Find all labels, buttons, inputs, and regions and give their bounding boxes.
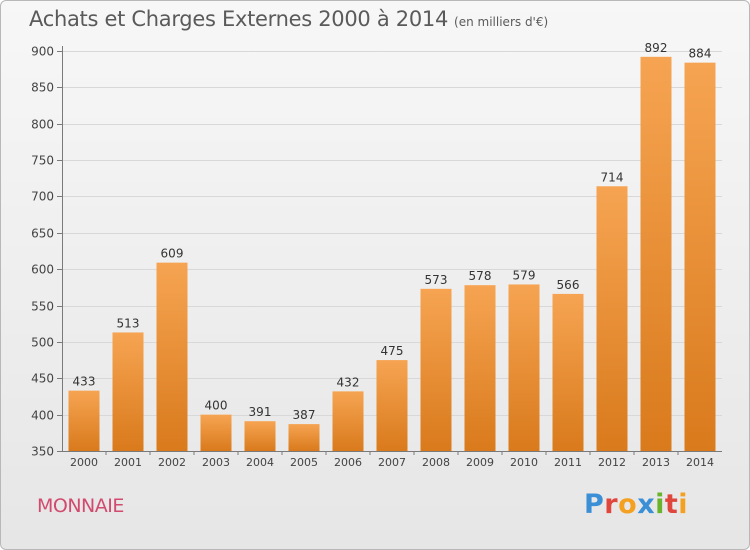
- bar-value-label: 475: [381, 344, 404, 358]
- bar: [552, 293, 584, 451]
- bar-value-label: 609: [161, 247, 184, 261]
- x-tick-label: 2003: [202, 456, 230, 469]
- x-tick-label: 2007: [378, 456, 406, 469]
- bar: [112, 332, 144, 451]
- x-tick-label: 2008: [422, 456, 450, 469]
- proxiti-logo: Proxiti: [584, 489, 688, 520]
- bar: [200, 414, 232, 451]
- y-tick-label: 400: [31, 409, 54, 423]
- logo-letter: i: [655, 489, 665, 520]
- x-tick-label: 2006: [334, 456, 362, 469]
- bar: [156, 262, 188, 451]
- logo-letter: P: [584, 489, 605, 520]
- y-tick-label: 900: [31, 45, 54, 59]
- x-tick-label: 2010: [510, 456, 538, 469]
- logo-letter: o: [618, 489, 638, 520]
- x-tick-label: 2013: [642, 456, 670, 469]
- y-tick-label: 750: [31, 154, 54, 168]
- x-tick-label: 2000: [70, 456, 98, 469]
- bar-value-label: 578: [469, 269, 492, 283]
- bar: [596, 186, 628, 452]
- bar: [244, 421, 276, 451]
- bar: [420, 288, 452, 451]
- bar-value-label: 884: [689, 47, 712, 61]
- bar-data-labels: 433 513 609 400 391 387 432 475 573 578 579 566 714 8…: [73, 41, 712, 422]
- x-tick-label: 2014: [686, 456, 714, 469]
- bar: [68, 390, 100, 451]
- chart-title: Achats et Charges Externes 2000 à 2014 (e…: [29, 7, 548, 31]
- x-tick-label: 2001: [114, 456, 142, 469]
- x-tick-label: 2009: [466, 456, 494, 469]
- bars: [68, 56, 716, 452]
- bar-value-label: 566: [557, 278, 580, 292]
- chart-title-text: Achats et Charges Externes 2000 à 2014: [29, 7, 449, 31]
- bar-value-label: 579: [513, 268, 536, 282]
- commune-name: MONNAIE: [37, 495, 124, 517]
- y-tick-label: 650: [31, 227, 54, 241]
- bar: [464, 285, 496, 451]
- bar: [684, 62, 716, 452]
- logo-letter: x: [637, 489, 656, 520]
- y-tick-label: 350: [31, 445, 54, 459]
- bar: [376, 360, 408, 451]
- bar-value-label: 513: [117, 316, 140, 330]
- y-axis-ticks: 350 400 450 500 550 600 650 700 750 800 850 900: [31, 45, 62, 459]
- y-tick-label: 850: [31, 81, 54, 95]
- x-tick-label: 2002: [158, 456, 186, 469]
- x-tick-label: 2005: [290, 456, 318, 469]
- chart-unit-label: (en milliers d'€): [454, 15, 549, 29]
- bar: [332, 391, 364, 451]
- y-tick-label: 500: [31, 336, 54, 350]
- bar: [508, 284, 540, 451]
- bar-value-label: 433: [73, 375, 96, 389]
- y-tick-label: 450: [31, 372, 54, 386]
- bar-value-label: 391: [249, 405, 272, 419]
- bar-value-label: 714: [601, 170, 624, 184]
- bar-value-label: 387: [293, 408, 316, 422]
- bar-value-label: 400: [205, 399, 228, 413]
- logo-letter: t: [664, 489, 679, 520]
- bar-value-label: 573: [425, 273, 448, 287]
- y-tick-label: 550: [31, 300, 54, 314]
- y-tick-label: 800: [31, 118, 54, 132]
- x-axis-ticks: 2000 2001 2002 2003 2004 2005 2006 2007 2008 2009…: [70, 451, 714, 469]
- logo-letter: i: [678, 489, 689, 520]
- bar: [640, 56, 672, 452]
- x-tick-label: 2012: [598, 456, 626, 469]
- logo-letter: r: [604, 489, 619, 520]
- y-tick-label: 600: [31, 263, 54, 277]
- bar: [288, 424, 320, 451]
- bar-value-label: 892: [645, 41, 668, 55]
- x-tick-label: 2011: [554, 456, 582, 469]
- x-tick-label: 2004: [246, 456, 274, 469]
- y-tick-label: 700: [31, 190, 54, 204]
- axes: [62, 46, 722, 452]
- bar-value-label: 432: [337, 375, 360, 389]
